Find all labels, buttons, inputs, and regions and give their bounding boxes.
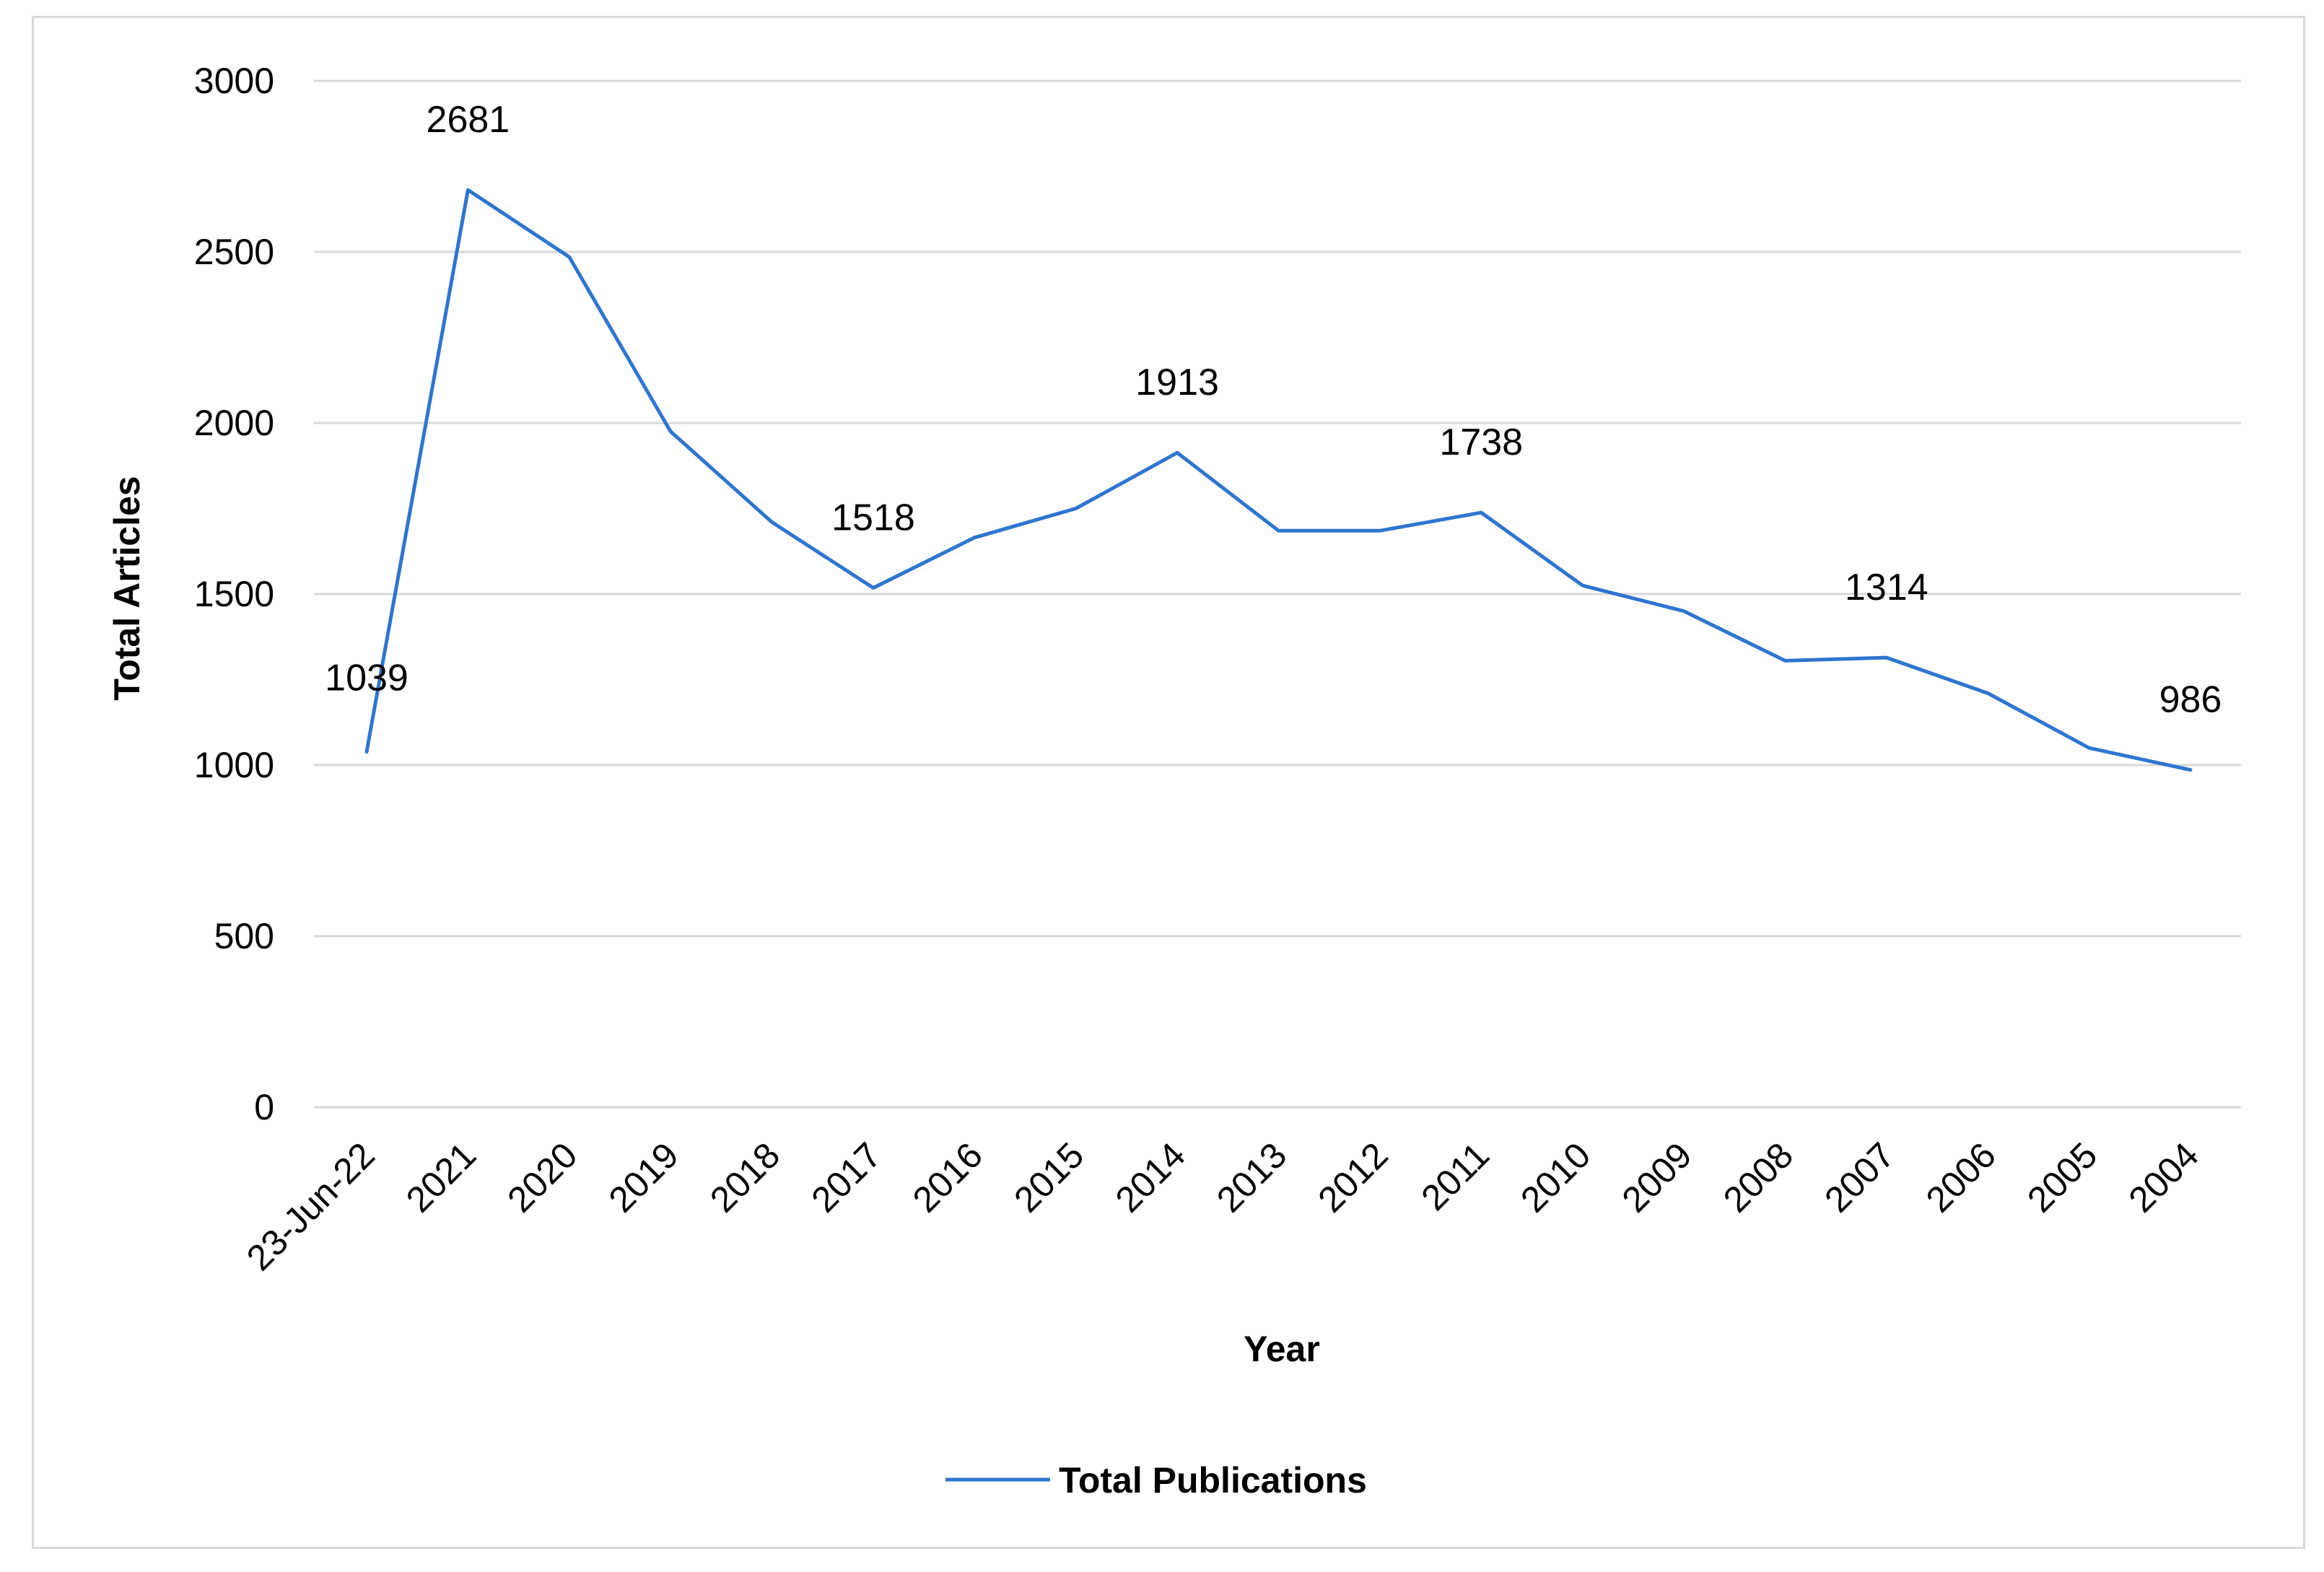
y-axis-title: Total Articles [107, 476, 147, 700]
y-tick-label: 1000 [194, 745, 274, 785]
y-tick-label: 2500 [194, 232, 274, 272]
x-axis-title: Year [1244, 1329, 1320, 1369]
x-tick-label: 2010 [1513, 1135, 1598, 1220]
y-tick-label: 0 [254, 1087, 274, 1127]
x-tick-label: 23-Jun-22 [239, 1135, 383, 1278]
gridlines [314, 79, 2241, 1109]
x-tick-label: 2006 [1918, 1135, 2004, 1220]
x-tick-label: 2004 [2121, 1135, 2206, 1220]
legend: Total Publications [945, 1460, 1367, 1501]
x-tick-label: 2013 [1209, 1135, 1294, 1220]
legend-label-total-publications: Total Publications [1059, 1460, 1367, 1501]
y-tick-label: 1500 [194, 574, 274, 614]
chart-frame [32, 16, 2305, 1549]
y-axis-ticks: 0 500 1000 1500 2000 2500 3000 [194, 61, 274, 1127]
x-tick-label: 2008 [1716, 1135, 1801, 1220]
x-tick-label: 2012 [1310, 1135, 1395, 1220]
x-tick-label: 2019 [601, 1135, 686, 1220]
x-tick-label: 2015 [1006, 1135, 1091, 1220]
data-labels: 1039 2681 1518 1913 1738 1314 986 [325, 99, 2222, 720]
data-label: 2681 [427, 99, 510, 141]
x-tick-label: 2009 [1615, 1135, 1700, 1220]
x-tick-label: 2014 [1108, 1135, 1193, 1220]
x-tick-label: 2017 [803, 1135, 888, 1220]
y-tick-label: 500 [214, 916, 274, 956]
y-tick-label: 3000 [194, 61, 274, 101]
series-line-total-publications [364, 188, 2193, 772]
x-tick-label: 2018 [702, 1135, 787, 1220]
x-tick-label: 2020 [499, 1135, 585, 1220]
series-layer [364, 188, 2193, 772]
x-axis-ticks: 23-Jun-22 2021 2020 2019 2018 2017 2016 2015 201… [239, 1135, 2206, 1278]
x-tick-label: 2011 [1413, 1135, 1497, 1218]
data-label: 1314 [1845, 567, 1928, 608]
data-label: 986 [2159, 679, 2222, 721]
x-tick-label: 2016 [905, 1135, 990, 1220]
x-tick-label: 2021 [398, 1135, 484, 1220]
x-tick-label: 2007 [1817, 1135, 1902, 1220]
data-label: 1913 [1135, 362, 1219, 403]
data-label: 1039 [325, 658, 409, 699]
data-label: 1518 [831, 497, 915, 538]
y-tick-label: 2000 [194, 403, 274, 443]
data-label: 1738 [1439, 422, 1523, 463]
x-tick-label: 2005 [2019, 1135, 2105, 1220]
